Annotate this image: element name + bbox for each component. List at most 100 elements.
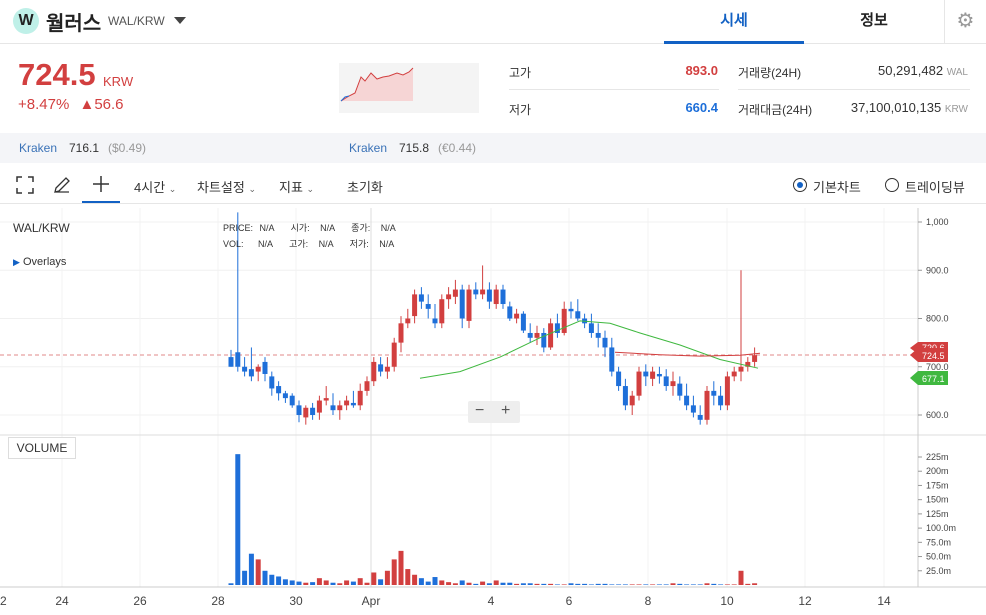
time-tick-label: 4 [488, 594, 495, 608]
zoom-in-button[interactable]: + [501, 402, 511, 419]
tab-price[interactable]: 시세 [664, 0, 804, 44]
volume-bar [697, 584, 703, 585]
candle-body [384, 366, 390, 372]
trading-view-label[interactable]: 트레이딩뷰 [905, 180, 965, 195]
candle-body [622, 386, 628, 406]
candle-body [534, 332, 540, 338]
volume-bar [541, 583, 547, 585]
fullscreen-icon[interactable] [16, 176, 34, 194]
volume-bar [520, 583, 526, 585]
candle-body [500, 289, 506, 305]
coin-pair[interactable]: WAL/KRW [108, 14, 165, 28]
volume-tick-label: 175m [926, 480, 949, 490]
candle-body [643, 371, 649, 377]
volume-bar [616, 584, 622, 585]
volume-bar [677, 583, 683, 585]
crosshair-tool[interactable] [82, 166, 120, 203]
coin-name[interactable]: 월러스 [46, 13, 102, 35]
volume-bar [650, 584, 656, 585]
time-tick-label: 28 [211, 594, 225, 608]
volume-bar [663, 584, 669, 585]
ohlc-value: N/A [258, 239, 273, 249]
candle-body [412, 294, 418, 317]
candle-body [724, 376, 730, 406]
exchange-price: 715.8 [399, 141, 430, 155]
candle-body [228, 357, 234, 367]
tab-info[interactable]: 정보 [860, 12, 888, 29]
volume-bar [527, 583, 533, 585]
volume-bar [629, 584, 635, 585]
sparkline-line-down [340, 95, 350, 102]
divider [738, 89, 970, 90]
ohlc-key: 고가: [289, 239, 309, 249]
volume-bar [493, 580, 499, 585]
header: W 월러스 WAL/KRW 시세 정보 ⚙ [0, 0, 986, 44]
ohlc-value: N/A [259, 223, 275, 233]
high-label: 고가 [509, 66, 532, 80]
zoom-out-button[interactable]: − [475, 402, 485, 419]
candle-body [316, 400, 322, 413]
candle-body [541, 332, 547, 348]
exchange-name[interactable]: Kraken [19, 141, 58, 155]
time-tick-label: 30 [289, 594, 303, 608]
interval-select[interactable]: 4시간 ⌄ [134, 177, 176, 196]
reset-button[interactable]: 초기화 [347, 180, 383, 195]
volume-bar [289, 580, 295, 585]
time-tick-label: 14 [877, 594, 891, 608]
chart-settings-menu[interactable]: 차트설정 ⌄ [197, 177, 256, 196]
gear-icon[interactable]: ⚙ [944, 0, 986, 44]
candle-body [663, 376, 669, 387]
ohlc-row-1: PRICE: N/A 시가: N/A 종가: N/A [223, 221, 396, 234]
price-chart[interactable]: 1,000 900.0 800.0 700.0 600.0 225m 200m 175m 15… [0, 208, 986, 615]
price-change: +8.47% ▲56.6 [18, 96, 124, 113]
candle-body [493, 289, 499, 305]
volume-bar [731, 584, 737, 585]
candle-body [330, 405, 336, 411]
time-tick-label: 10 [720, 594, 734, 608]
volume-bar [303, 582, 309, 585]
volume-bar [316, 578, 322, 585]
time-tick-label: 2 [0, 594, 7, 608]
candle-body [514, 313, 520, 319]
volume-pane-label[interactable]: VOLUME [8, 437, 76, 459]
volume-bar [459, 580, 465, 585]
volume-bar [398, 550, 404, 585]
price-tick-label: 600.0 [926, 410, 949, 420]
candle-body [752, 355, 758, 362]
indicators-menu[interactable]: 지표 ⌄ [279, 177, 314, 196]
chevron-down-icon[interactable] [174, 17, 186, 24]
volume-bar [534, 583, 540, 585]
low-value: 660.4 [685, 100, 718, 115]
ohlc-key: 시가: [290, 223, 310, 233]
volume-bar [500, 582, 506, 585]
volume-tick-label: 150m [926, 495, 949, 505]
overlays-label: Overlays [22, 256, 67, 268]
candle-body [276, 386, 282, 394]
time-tick-label: 26 [133, 594, 147, 608]
candle-body [425, 304, 431, 309]
candle-body [446, 294, 452, 300]
exchange-bar: Kraken 716.1 ($0.49) Kraken 715.8 (€0.44… [0, 133, 986, 163]
volume-bar [704, 583, 710, 585]
candle-body [507, 306, 513, 319]
exchange-name[interactable]: Kraken [349, 141, 388, 155]
candle-body [248, 369, 254, 377]
pencil-icon[interactable] [52, 175, 72, 195]
volume-bar [391, 559, 397, 585]
radio-basic-chart[interactable] [793, 178, 807, 192]
volume-bar [269, 574, 275, 585]
radio-trading-view[interactable] [885, 178, 899, 192]
volume-bar [609, 584, 615, 585]
candle-body [452, 289, 458, 297]
volume-bar [738, 570, 744, 585]
overlays-toggle[interactable]: ▶ Overlays [13, 256, 66, 268]
ohlc-key: 저가: [349, 239, 369, 249]
candle-body [432, 318, 438, 324]
current-price-tag-text: 724.5 [922, 351, 945, 361]
basic-chart-label[interactable]: 기본차트 [813, 180, 861, 195]
volume-bar [337, 583, 343, 585]
price-unit: KRW [103, 74, 134, 89]
current-price-tag [910, 348, 948, 362]
ohlc-key: 종가: [351, 223, 371, 233]
volume-bar [480, 581, 486, 585]
